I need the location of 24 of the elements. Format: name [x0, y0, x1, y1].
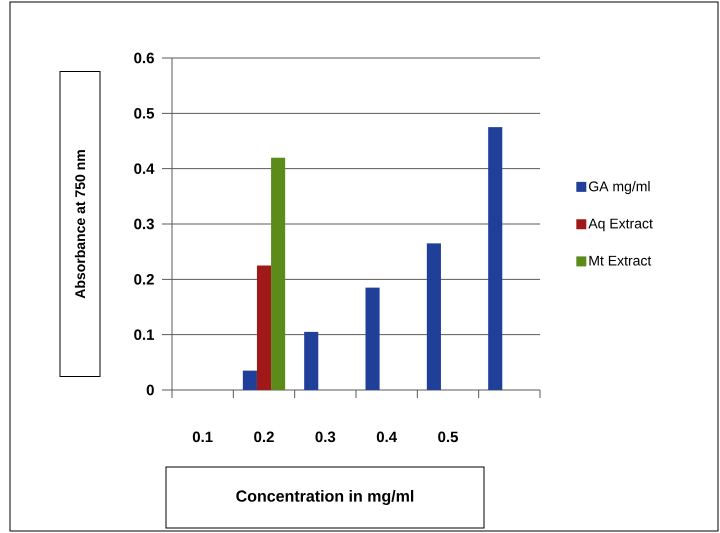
- bar: [304, 332, 318, 390]
- x-tick-label: 0.3: [316, 432, 336, 442]
- y-tick-label: 0.3: [134, 218, 154, 230]
- y-tick-label: 0.2: [134, 274, 154, 285]
- x-tick-label: 0.1: [192, 432, 213, 442]
- bar: [366, 288, 380, 390]
- y-axis-title: Absorbance at 750 nm: [74, 150, 86, 298]
- legend-label: Aq Extract: [588, 218, 653, 232]
- x-tick-label: 0.2: [254, 432, 274, 442]
- y-tick-label: 0: [146, 384, 154, 396]
- legend-label: Mt Extract: [589, 256, 652, 266]
- bar: [426, 243, 441, 390]
- y-tick-label: 0.1: [134, 329, 154, 340]
- bar: [242, 370, 257, 390]
- legend-label: GA mg/ml: [589, 181, 650, 194]
- bar: [271, 158, 286, 390]
- x-tick-label: 0.4: [376, 432, 398, 442]
- x-tick-label: 0.5: [438, 432, 458, 442]
- y-tick-label: 0.6: [134, 52, 154, 64]
- x-axis-title: Concentration in mg/ml: [236, 490, 414, 505]
- y-tick-label: 0.5: [134, 108, 154, 119]
- bar: [488, 127, 502, 390]
- bar: [256, 266, 272, 390]
- y-tick-label: 0.4: [134, 163, 154, 174]
